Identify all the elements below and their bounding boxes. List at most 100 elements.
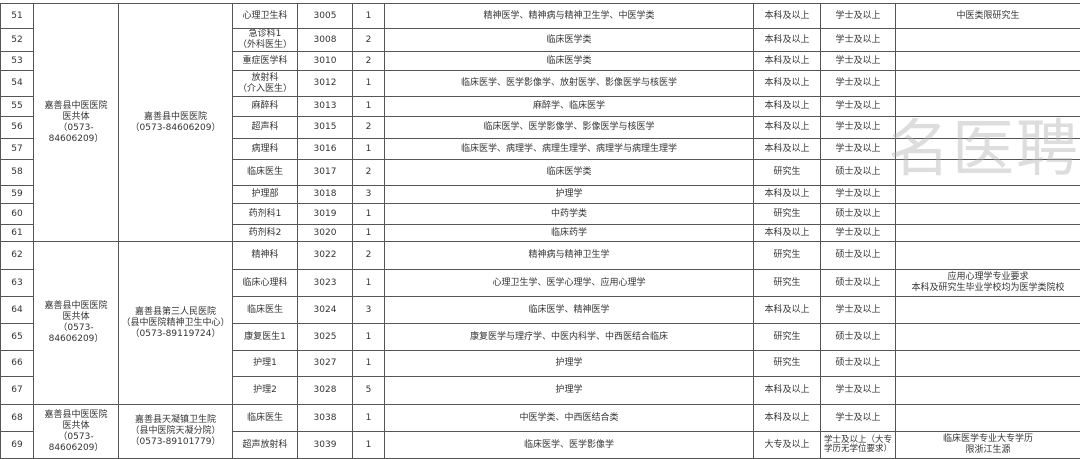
code-cell: 3017 xyxy=(298,160,353,186)
major-cell: 临床医学、医学影像学、影像医学与核医学 xyxy=(385,117,754,139)
count-cell: 3 xyxy=(353,186,385,204)
code-cell: 3016 xyxy=(298,139,353,160)
education-cell: 大专及以上 xyxy=(754,432,821,459)
note-cell xyxy=(896,242,1080,270)
degree-cell: 学士及以上 xyxy=(821,139,896,160)
education-cell: 本科及以上 xyxy=(754,377,821,405)
note-cell xyxy=(896,71,1080,97)
row-number: 55 xyxy=(1,97,34,117)
degree-cell: 硕士及以上 xyxy=(821,242,896,270)
major-cell: 精神病与精神卫生学 xyxy=(385,242,754,270)
code-cell: 3018 xyxy=(298,186,353,204)
count-cell: 1 xyxy=(353,351,385,377)
note-cell xyxy=(896,97,1080,117)
code-cell: 3013 xyxy=(298,97,353,117)
major-cell: 临床医学、医学影像学 xyxy=(385,432,754,459)
post-cell: 护理1 xyxy=(233,351,298,377)
count-cell: 2 xyxy=(353,29,385,52)
post-cell: 药剂科2 xyxy=(233,225,298,242)
education-cell: 本科及以上 xyxy=(754,297,821,324)
education-cell: 研究生 xyxy=(754,242,821,270)
post-cell: 护理2 xyxy=(233,377,298,405)
note-cell xyxy=(896,351,1080,377)
row-number: 68 xyxy=(1,405,34,432)
note-cell: 中医类限研究生 xyxy=(896,4,1080,29)
degree-cell: 学士及以上 xyxy=(821,29,896,52)
code-cell: 3010 xyxy=(298,52,353,71)
code-cell: 3038 xyxy=(298,405,353,432)
post-cell: 病理科 xyxy=(233,139,298,160)
major-cell: 临床医学类 xyxy=(385,52,754,71)
degree-cell: 学士及以上 xyxy=(821,71,896,97)
major-cell: 中医学类、中西医结合类 xyxy=(385,405,754,432)
count-cell: 2 xyxy=(353,52,385,71)
count-cell: 1 xyxy=(353,225,385,242)
unit-cell: 嘉善县中医医院 医共体 （0573-84606209） xyxy=(34,405,119,459)
education-cell: 研究生 xyxy=(754,204,821,225)
note-cell xyxy=(896,204,1080,225)
code-cell: 3023 xyxy=(298,270,353,297)
post-cell: 心理卫生科 xyxy=(233,4,298,29)
note-cell xyxy=(896,225,1080,242)
degree-cell: 学士及以上 xyxy=(821,117,896,139)
education-cell: 本科及以上 xyxy=(754,52,821,71)
count-cell: 1 xyxy=(353,71,385,97)
row-number: 52 xyxy=(1,29,34,52)
major-cell: 临床医学类 xyxy=(385,29,754,52)
row-number: 61 xyxy=(1,225,34,242)
major-cell: 临床医学、医学影像学、放射医学、影像医学与核医学 xyxy=(385,71,754,97)
count-cell: 1 xyxy=(353,324,385,351)
code-cell: 3005 xyxy=(298,4,353,29)
hospital-cell: 嘉善县中医医院 （0573-84606209） xyxy=(119,4,233,242)
major-cell: 护理学 xyxy=(385,377,754,405)
post-cell: 临床医生 xyxy=(233,405,298,432)
code-cell: 3022 xyxy=(298,242,353,270)
post-cell: 放射科 （介入医生） xyxy=(233,71,298,97)
post-cell: 药剂科1 xyxy=(233,204,298,225)
code-cell: 3039 xyxy=(298,432,353,459)
degree-cell: 学士及以上 xyxy=(821,97,896,117)
major-cell: 中药学类 xyxy=(385,204,754,225)
code-cell: 3015 xyxy=(298,117,353,139)
education-cell: 本科及以上 xyxy=(754,186,821,204)
note-cell xyxy=(896,117,1080,139)
count-cell: 1 xyxy=(353,270,385,297)
post-cell: 超声放射科 xyxy=(233,432,298,459)
code-cell: 3008 xyxy=(298,29,353,52)
code-cell: 3012 xyxy=(298,71,353,97)
note-cell xyxy=(896,139,1080,160)
post-cell: 重症医学科 xyxy=(233,52,298,71)
hospital-cell: 嘉善县天凝镇卫生院 （县中医院天凝分院） （0573-89101779） xyxy=(119,405,233,459)
note-cell xyxy=(896,377,1080,405)
code-cell: 3028 xyxy=(298,377,353,405)
row-number: 64 xyxy=(1,297,34,324)
degree-cell: 硕士及以上 xyxy=(821,160,896,186)
education-cell: 本科及以上 xyxy=(754,29,821,52)
degree-cell: 学士及以上 xyxy=(821,186,896,204)
count-cell: 1 xyxy=(353,432,385,459)
row-number: 60 xyxy=(1,204,34,225)
post-cell: 护理部 xyxy=(233,186,298,204)
education-cell: 本科及以上 xyxy=(754,139,821,160)
row-number: 58 xyxy=(1,160,34,186)
major-cell: 临床医学类 xyxy=(385,160,754,186)
note-cell xyxy=(896,52,1080,71)
note-cell xyxy=(896,29,1080,52)
degree-cell: 学士及以上 xyxy=(821,225,896,242)
code-cell: 3020 xyxy=(298,225,353,242)
education-cell: 研究生 xyxy=(754,160,821,186)
code-cell: 3027 xyxy=(298,351,353,377)
row-number: 53 xyxy=(1,52,34,71)
code-cell: 3024 xyxy=(298,297,353,324)
degree-cell: 硕士及以上 xyxy=(821,204,896,225)
degree-cell: 学士及以上 xyxy=(821,52,896,71)
unit-cell: 嘉善县中医医院 医共体 （0573-84606209） xyxy=(34,4,119,242)
major-cell: 麻醉学、临床医学 xyxy=(385,97,754,117)
hospital-cell: 嘉善县第三人民医院 （县中医院精神卫生中心） （0573-89119724） xyxy=(119,242,233,405)
major-cell: 护理学 xyxy=(385,186,754,204)
degree-cell: 学士及以上 xyxy=(821,4,896,29)
note-cell: 应用心理学专业要求 本科及研究生毕业学校均为医学类院校 xyxy=(896,270,1080,297)
row-number: 56 xyxy=(1,117,34,139)
